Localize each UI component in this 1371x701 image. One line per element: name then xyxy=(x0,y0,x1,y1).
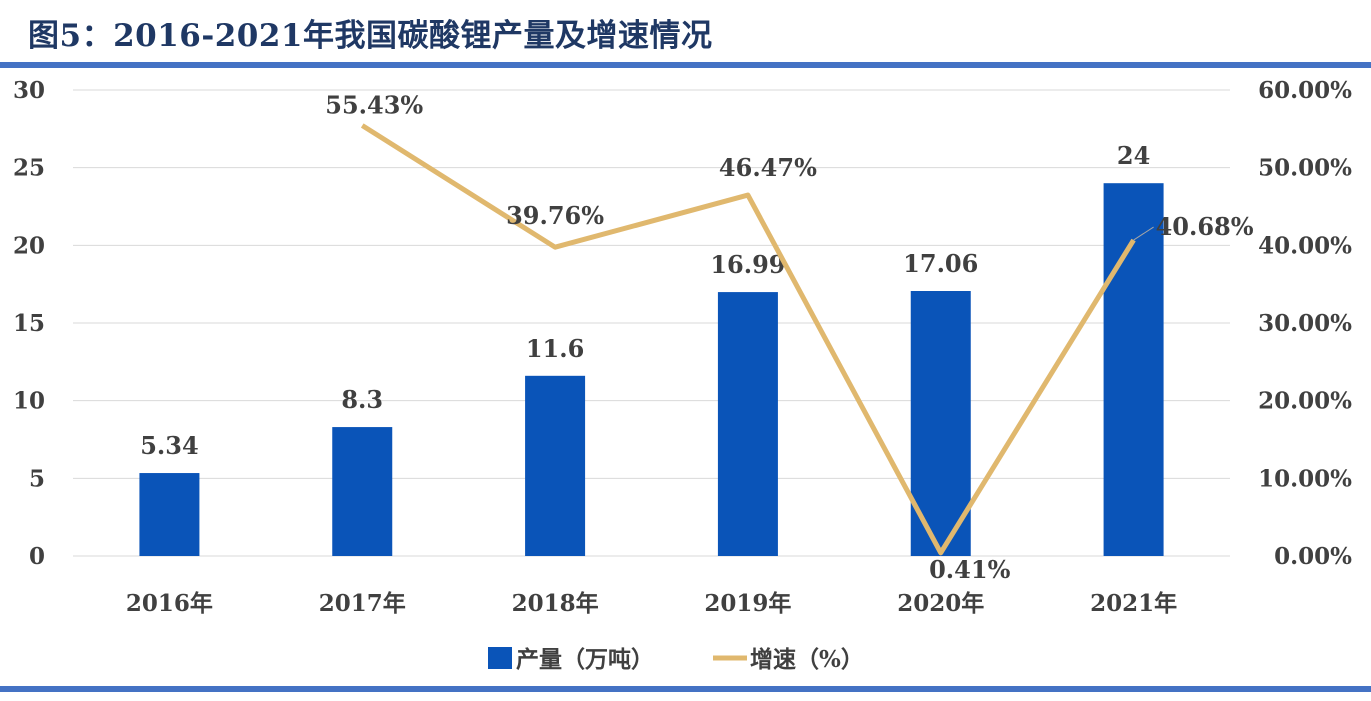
bar-data-label: 17.06 xyxy=(903,249,978,278)
bottom-rule xyxy=(0,686,1371,692)
bar xyxy=(525,375,586,556)
x-category-label: 2019年 xyxy=(704,590,791,617)
x-category-label: 2020年 xyxy=(897,590,984,617)
line-data-label: 46.47% xyxy=(719,153,817,182)
y-left-tick-label: 15 xyxy=(13,310,45,337)
y-right-tick-label: 0.00% xyxy=(1274,543,1352,570)
bar-data-label: 5.34 xyxy=(140,431,198,460)
bar-data-label: 11.6 xyxy=(526,334,584,363)
y-right-tick-label: 60.00% xyxy=(1258,77,1352,104)
x-category-label: 2021年 xyxy=(1090,590,1177,617)
line-data-label: 40.68% xyxy=(1156,212,1254,241)
bar-data-label: 16.99 xyxy=(710,250,785,279)
bar xyxy=(717,292,778,556)
x-category-label: 2017年 xyxy=(319,590,406,617)
y-left-tick-label: 10 xyxy=(13,388,45,415)
line-data-label: 55.43% xyxy=(325,90,423,119)
bar-data-label: 8.3 xyxy=(341,385,383,414)
y-left-tick-label: 5 xyxy=(29,465,45,492)
line-data-label: 39.76% xyxy=(506,201,604,230)
y-right-tick-label: 20.00% xyxy=(1258,388,1352,415)
x-category-label: 2018年 xyxy=(512,590,599,617)
bar xyxy=(1103,183,1164,556)
x-category-label: 2016年 xyxy=(126,590,213,617)
label-leader-line xyxy=(1133,226,1154,241)
bar-data-label: 24 xyxy=(1117,141,1150,170)
y-right-tick-label: 10.00% xyxy=(1258,465,1352,492)
y-right-tick-label: 40.00% xyxy=(1258,232,1352,259)
legend-bar-swatch xyxy=(488,647,512,669)
bar xyxy=(139,473,200,556)
y-left-tick-label: 25 xyxy=(13,155,45,182)
top-rule xyxy=(0,62,1371,68)
line-data-label: 0.41% xyxy=(929,555,1010,584)
y-left-tick-label: 0 xyxy=(29,543,45,570)
y-right-tick-label: 30.00% xyxy=(1258,310,1352,337)
bar xyxy=(332,427,393,556)
y-left-tick-label: 30 xyxy=(13,77,45,104)
legend-line-label: 增速（%） xyxy=(750,646,864,673)
chart-title: 图5：2016-2021年我国碳酸锂产量及增速情况 xyxy=(28,18,713,54)
legend-bar-label: 产量（万吨） xyxy=(516,646,654,673)
y-left-tick-label: 20 xyxy=(13,232,45,259)
growth-line xyxy=(360,123,1136,556)
y-right-tick-label: 50.00% xyxy=(1258,155,1352,182)
